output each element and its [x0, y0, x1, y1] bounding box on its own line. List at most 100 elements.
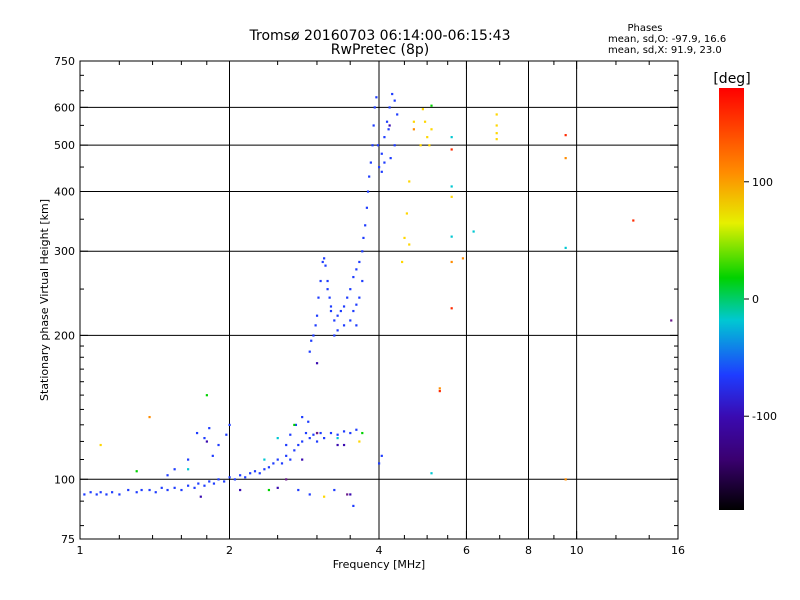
data-point [375, 96, 378, 99]
data-point [203, 436, 206, 440]
data-point [258, 472, 261, 475]
data-point [319, 431, 322, 435]
colorbar-tick-label: -100 [752, 410, 777, 423]
data-point [358, 296, 361, 299]
data-point [396, 113, 399, 116]
data-point [380, 454, 383, 457]
data-point [355, 268, 358, 271]
data-point [342, 443, 346, 447]
data-point [135, 491, 138, 494]
data-point [326, 279, 329, 283]
data-point [495, 113, 498, 116]
data-point [450, 260, 453, 264]
y-tick-label: 200 [54, 329, 75, 342]
data-point [297, 443, 300, 447]
data-point [342, 324, 346, 327]
data-point [342, 430, 346, 433]
data-point [421, 108, 424, 111]
data-point [380, 170, 383, 173]
data-point [670, 319, 673, 322]
data-point [127, 488, 130, 492]
data-point [310, 339, 313, 342]
chart-title: Tromsø 20160703 06:14:00-06:15:43 [249, 28, 511, 44]
data-point [361, 279, 364, 283]
data-point [293, 449, 296, 452]
x-tick-label: 4 [376, 544, 383, 557]
data-point [329, 431, 333, 435]
data-point [461, 257, 465, 260]
data-point [361, 431, 364, 435]
data-point [373, 106, 376, 109]
phase-stats-o: mean, sd,O: -97.9, 16.6 [608, 34, 726, 45]
data-point [423, 120, 427, 123]
data-point [389, 157, 392, 160]
data-point [317, 296, 320, 299]
data-point [135, 470, 138, 473]
data-point [205, 394, 208, 397]
data-point [450, 136, 453, 139]
data-point [412, 120, 415, 123]
data-point [217, 443, 220, 447]
data-point [280, 462, 284, 465]
x-tick-label: 10 [570, 544, 584, 557]
data-point [329, 305, 333, 308]
data-point [358, 260, 361, 264]
data-point [99, 443, 102, 447]
data-point [333, 319, 336, 322]
phase-stats-x: mean, sd,X: 91.9, 23.0 [608, 45, 722, 56]
data-point [285, 443, 288, 447]
data-point [223, 480, 226, 483]
data-point [323, 436, 326, 440]
data-point [203, 484, 206, 487]
data-point [355, 303, 358, 306]
y-tick-label: 75 [61, 533, 75, 546]
data-point [495, 132, 498, 135]
data-point [393, 144, 396, 147]
x-tick-label: 8 [525, 544, 532, 557]
data-point [267, 466, 271, 469]
data-point [371, 144, 374, 147]
data-point [408, 180, 411, 183]
data-point [333, 334, 336, 337]
data-point [267, 488, 271, 492]
data-point [228, 476, 231, 479]
y-tick-label: 300 [54, 245, 75, 258]
data-point [263, 458, 266, 461]
data-point [312, 433, 315, 436]
data-point [403, 236, 406, 240]
data-point [95, 493, 98, 496]
data-point [349, 288, 352, 291]
data-point [333, 488, 336, 492]
data-point [99, 491, 102, 494]
phase-stats-title: Phases [627, 23, 662, 34]
data-point [358, 440, 361, 443]
data-point [329, 309, 333, 313]
data-point [166, 488, 169, 492]
data-point [239, 474, 242, 477]
data-point [346, 296, 349, 299]
y-axis-label: Stationary phase Virtual Height [km] [38, 199, 51, 401]
data-point [105, 493, 108, 496]
data-point [217, 478, 220, 481]
data-point [315, 440, 319, 443]
data-point [323, 257, 326, 260]
data-point [140, 488, 143, 492]
data-point [366, 190, 370, 193]
data-point [388, 124, 391, 127]
data-point [378, 462, 381, 465]
data-point [304, 431, 308, 435]
data-point [472, 230, 475, 233]
x-axis-label: Frequency [MHz] [333, 558, 425, 571]
data-point [349, 493, 352, 496]
data-point [372, 124, 375, 127]
data-point [352, 275, 355, 279]
data-point [307, 420, 310, 423]
data-point [263, 468, 266, 471]
data-point [301, 415, 304, 419]
data-point [276, 436, 279, 440]
data-point [193, 486, 196, 489]
data-point [199, 495, 202, 498]
data-point [324, 264, 327, 267]
data-point [438, 387, 441, 390]
